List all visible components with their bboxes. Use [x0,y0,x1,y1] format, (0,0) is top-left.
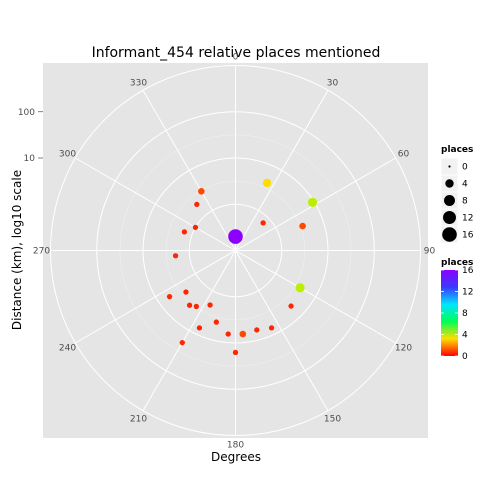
grid-spoke [75,250,236,344]
size-legend-label: 4 [462,180,468,190]
data-point [299,222,306,230]
data-point [193,303,199,310]
size-legend-title: places [441,145,473,155]
data-point [198,188,205,195]
size-legend: places 0 4 8 12 16 [440,145,474,244]
grid-spoke [235,90,329,251]
grid-spoke [75,157,236,251]
data-point [239,330,247,338]
data-point [181,229,188,235]
angle-tick-label: 330 [130,78,147,88]
color-legend-label: 0 [462,352,468,362]
data-points [166,178,318,356]
colorbar [441,270,458,356]
color-legend-label: 12 [462,288,473,298]
data-point [194,201,200,208]
color-legend-title: places [441,258,473,268]
size-legend-label: 0 [462,163,468,173]
size-legend-symbol [448,165,451,168]
radial-tick-label: 10 [24,154,36,164]
data-point [166,294,173,300]
size-legend-symbol [445,179,454,188]
grid-spoke [235,250,329,411]
chart-title: Informant_454 relative places mentioned [92,45,381,61]
data-point [232,349,239,356]
data-point [268,325,275,331]
grid [50,65,421,436]
x-axis-title: Degrees [211,450,261,464]
data-point [213,319,219,325]
angle-tick-label: 0 [233,53,239,63]
angle-tick-label: 210 [130,415,147,425]
color-legend-label: 8 [462,309,468,319]
angle-tick-label: 120 [395,344,412,354]
grid-spoke [235,250,396,344]
angle-tick-label: 270 [33,247,50,257]
y-axis-title: Distance (km), log10 scale [10,170,24,330]
angle-tick-label: 300 [59,150,76,160]
data-point [228,229,243,244]
data-point [179,340,185,346]
grid-spoke [142,90,236,251]
data-point [307,197,318,207]
angle-tick-label: 180 [227,441,244,451]
radial-tick-label: 100 [18,108,35,118]
radial-tick-labels: 10 100 [18,108,43,164]
size-legend-label: 16 [462,231,474,241]
angle-tick-label: 150 [324,415,341,425]
data-point [295,283,305,293]
size-legend-label: 8 [462,197,468,207]
data-point [260,220,266,226]
size-legend-label: 12 [462,214,473,224]
data-point [207,302,213,308]
angle-tick-label: 60 [398,150,410,160]
grid-spoke [142,250,236,411]
data-point [186,302,193,308]
size-legend-symbol [443,211,456,224]
data-point [288,303,294,309]
data-point [196,325,203,331]
angle-tick-labels: 0 30 60 90 120 150 180 210 240 270 300 330 [33,53,436,451]
angle-tick-label: 90 [424,247,436,257]
data-point [183,289,189,295]
data-point [262,178,272,188]
color-legend-label: 16 [462,266,474,276]
data-point [172,253,179,259]
angle-tick-label: 240 [59,344,76,354]
size-legend-symbol [444,195,455,206]
size-legend-symbol [442,227,457,242]
data-point [254,327,260,333]
color-legend-label: 4 [462,331,468,341]
color-legend: places 16 12 8 4 0 [441,258,474,362]
data-point [192,224,199,231]
data-point [225,331,231,337]
angle-tick-label: 30 [327,78,339,88]
